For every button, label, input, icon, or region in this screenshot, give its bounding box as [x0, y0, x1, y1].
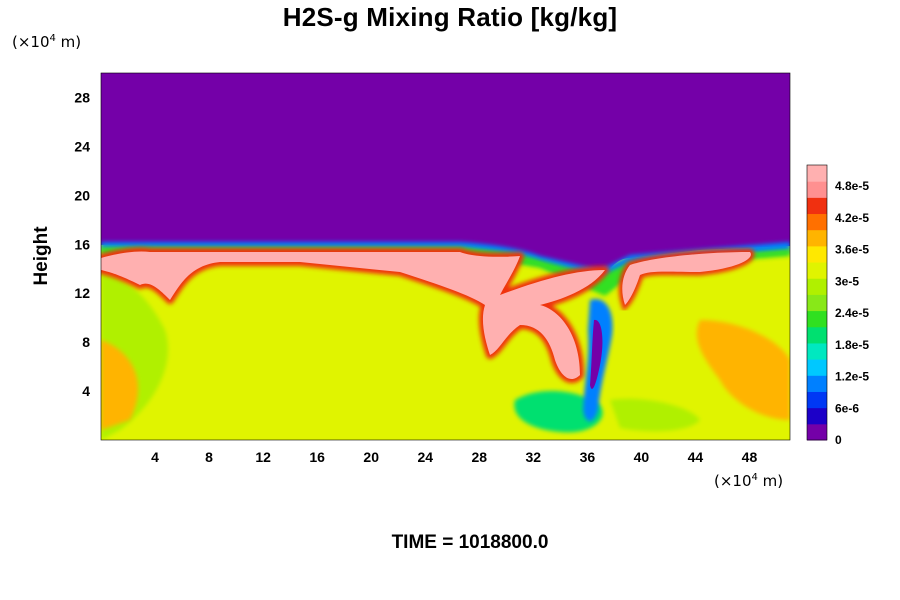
- colorbar-segment: [807, 359, 827, 376]
- y-unit-prefix: (×10: [12, 33, 50, 51]
- colorbar-frame: [806, 164, 828, 441]
- colorbar-tick-label: 3.6e-5: [835, 243, 869, 257]
- structure-blob: [380, 297, 455, 345]
- x-tick-label: 44: [688, 449, 704, 465]
- colorbar-segment: [807, 407, 827, 425]
- colorbar-segment: [807, 326, 827, 344]
- colorbar: [806, 164, 828, 441]
- colorbar-tick-label: 4.8e-5: [835, 179, 869, 193]
- heatmap-plot-area: [101, 73, 790, 440]
- x-tick-label: 32: [526, 449, 542, 465]
- x-unit-suffix: m): [757, 472, 784, 490]
- colorbar-tick-label: 3e-5: [835, 274, 859, 288]
- colorbar-tick-label: 1.2e-5: [835, 370, 869, 384]
- x-tick-label: 4: [151, 449, 159, 465]
- x-tick-label: 16: [309, 449, 325, 465]
- structure-blob: [514, 390, 603, 433]
- colorbar-segment: [807, 342, 827, 360]
- colorbar-segment: [807, 213, 827, 231]
- x-unit-exponent: 4: [751, 472, 758, 483]
- plot-frame: [100, 72, 791, 441]
- y-tick-label: 4: [82, 383, 90, 399]
- plume-core-region: [101, 251, 605, 380]
- y-unit-suffix: m): [55, 33, 82, 51]
- colorbar-segment: [807, 229, 827, 247]
- x-tick-label: 24: [417, 449, 433, 465]
- x-tick-labels: 4 8 12 16 20 24 28 32 36 40 44 48: [151, 449, 757, 465]
- colorbar-segment: [807, 294, 827, 312]
- y-tick-label: 28: [74, 89, 90, 105]
- y-tick-label: 12: [74, 285, 90, 301]
- right-plume-core: [622, 252, 751, 305]
- structure-blob: [610, 398, 700, 432]
- colorbar-segment: [807, 262, 827, 279]
- x-tick-label: 36: [580, 449, 596, 465]
- x-axis-unit: (×104 m): [714, 472, 783, 490]
- x-tick-label: 28: [471, 449, 487, 465]
- y-tick-labels: 4 8 12 16 20 24 28: [74, 89, 90, 399]
- x-unit-prefix: (×10: [714, 472, 752, 490]
- colorbar-segment: [807, 423, 827, 441]
- colorbar-segment: [807, 375, 827, 392]
- colorbar-segment: [807, 197, 827, 215]
- structure-blob: [101, 340, 139, 430]
- chart-title: H2S-g Mixing Ratio [kg/kg]: [282, 2, 618, 32]
- colorbar-segment: [807, 181, 827, 198]
- colorbar-segment: [807, 310, 827, 328]
- y-unit-exponent: 4: [49, 33, 56, 44]
- structure-blob: [101, 247, 790, 296]
- downdraft-core: [590, 319, 603, 389]
- y-tick-label: 24: [74, 138, 90, 154]
- colorbar-tick-label: 4.2e-5: [835, 211, 869, 225]
- x-tick-label: 20: [363, 449, 379, 465]
- x-tick-label: 8: [205, 449, 213, 465]
- colorbar-segment: [807, 165, 827, 182]
- y-tick-label: 8: [82, 334, 90, 350]
- y-axis-unit: (×104 m): [12, 33, 81, 51]
- colorbar-segment: [807, 278, 827, 295]
- lower-mixed-region: [101, 245, 790, 440]
- x-tick-label: 12: [255, 449, 271, 465]
- colorbar-tick-label: 2.4e-5: [835, 306, 869, 320]
- colorbar-tick-labels: 0 6e-6 1.2e-5 1.8e-5 2.4e-5 3e-5 3.6e-5 4.2e-5 4…: [835, 179, 869, 447]
- colorbar-tick-label: 6e-6: [835, 401, 859, 415]
- x-tick-label: 48: [742, 449, 758, 465]
- colorbar-tick-label: 1.8e-5: [835, 338, 869, 352]
- time-label: TIME = 1018800.0: [391, 532, 549, 553]
- colorbar-segment: [807, 245, 827, 263]
- x-tick-label: 40: [634, 449, 650, 465]
- colorbar-tick-label: 0: [835, 433, 842, 447]
- colorbar-segment: [807, 391, 827, 409]
- structure-blob: [696, 320, 790, 420]
- y-tick-label: 20: [74, 187, 90, 203]
- y-tick-label: 16: [74, 236, 90, 252]
